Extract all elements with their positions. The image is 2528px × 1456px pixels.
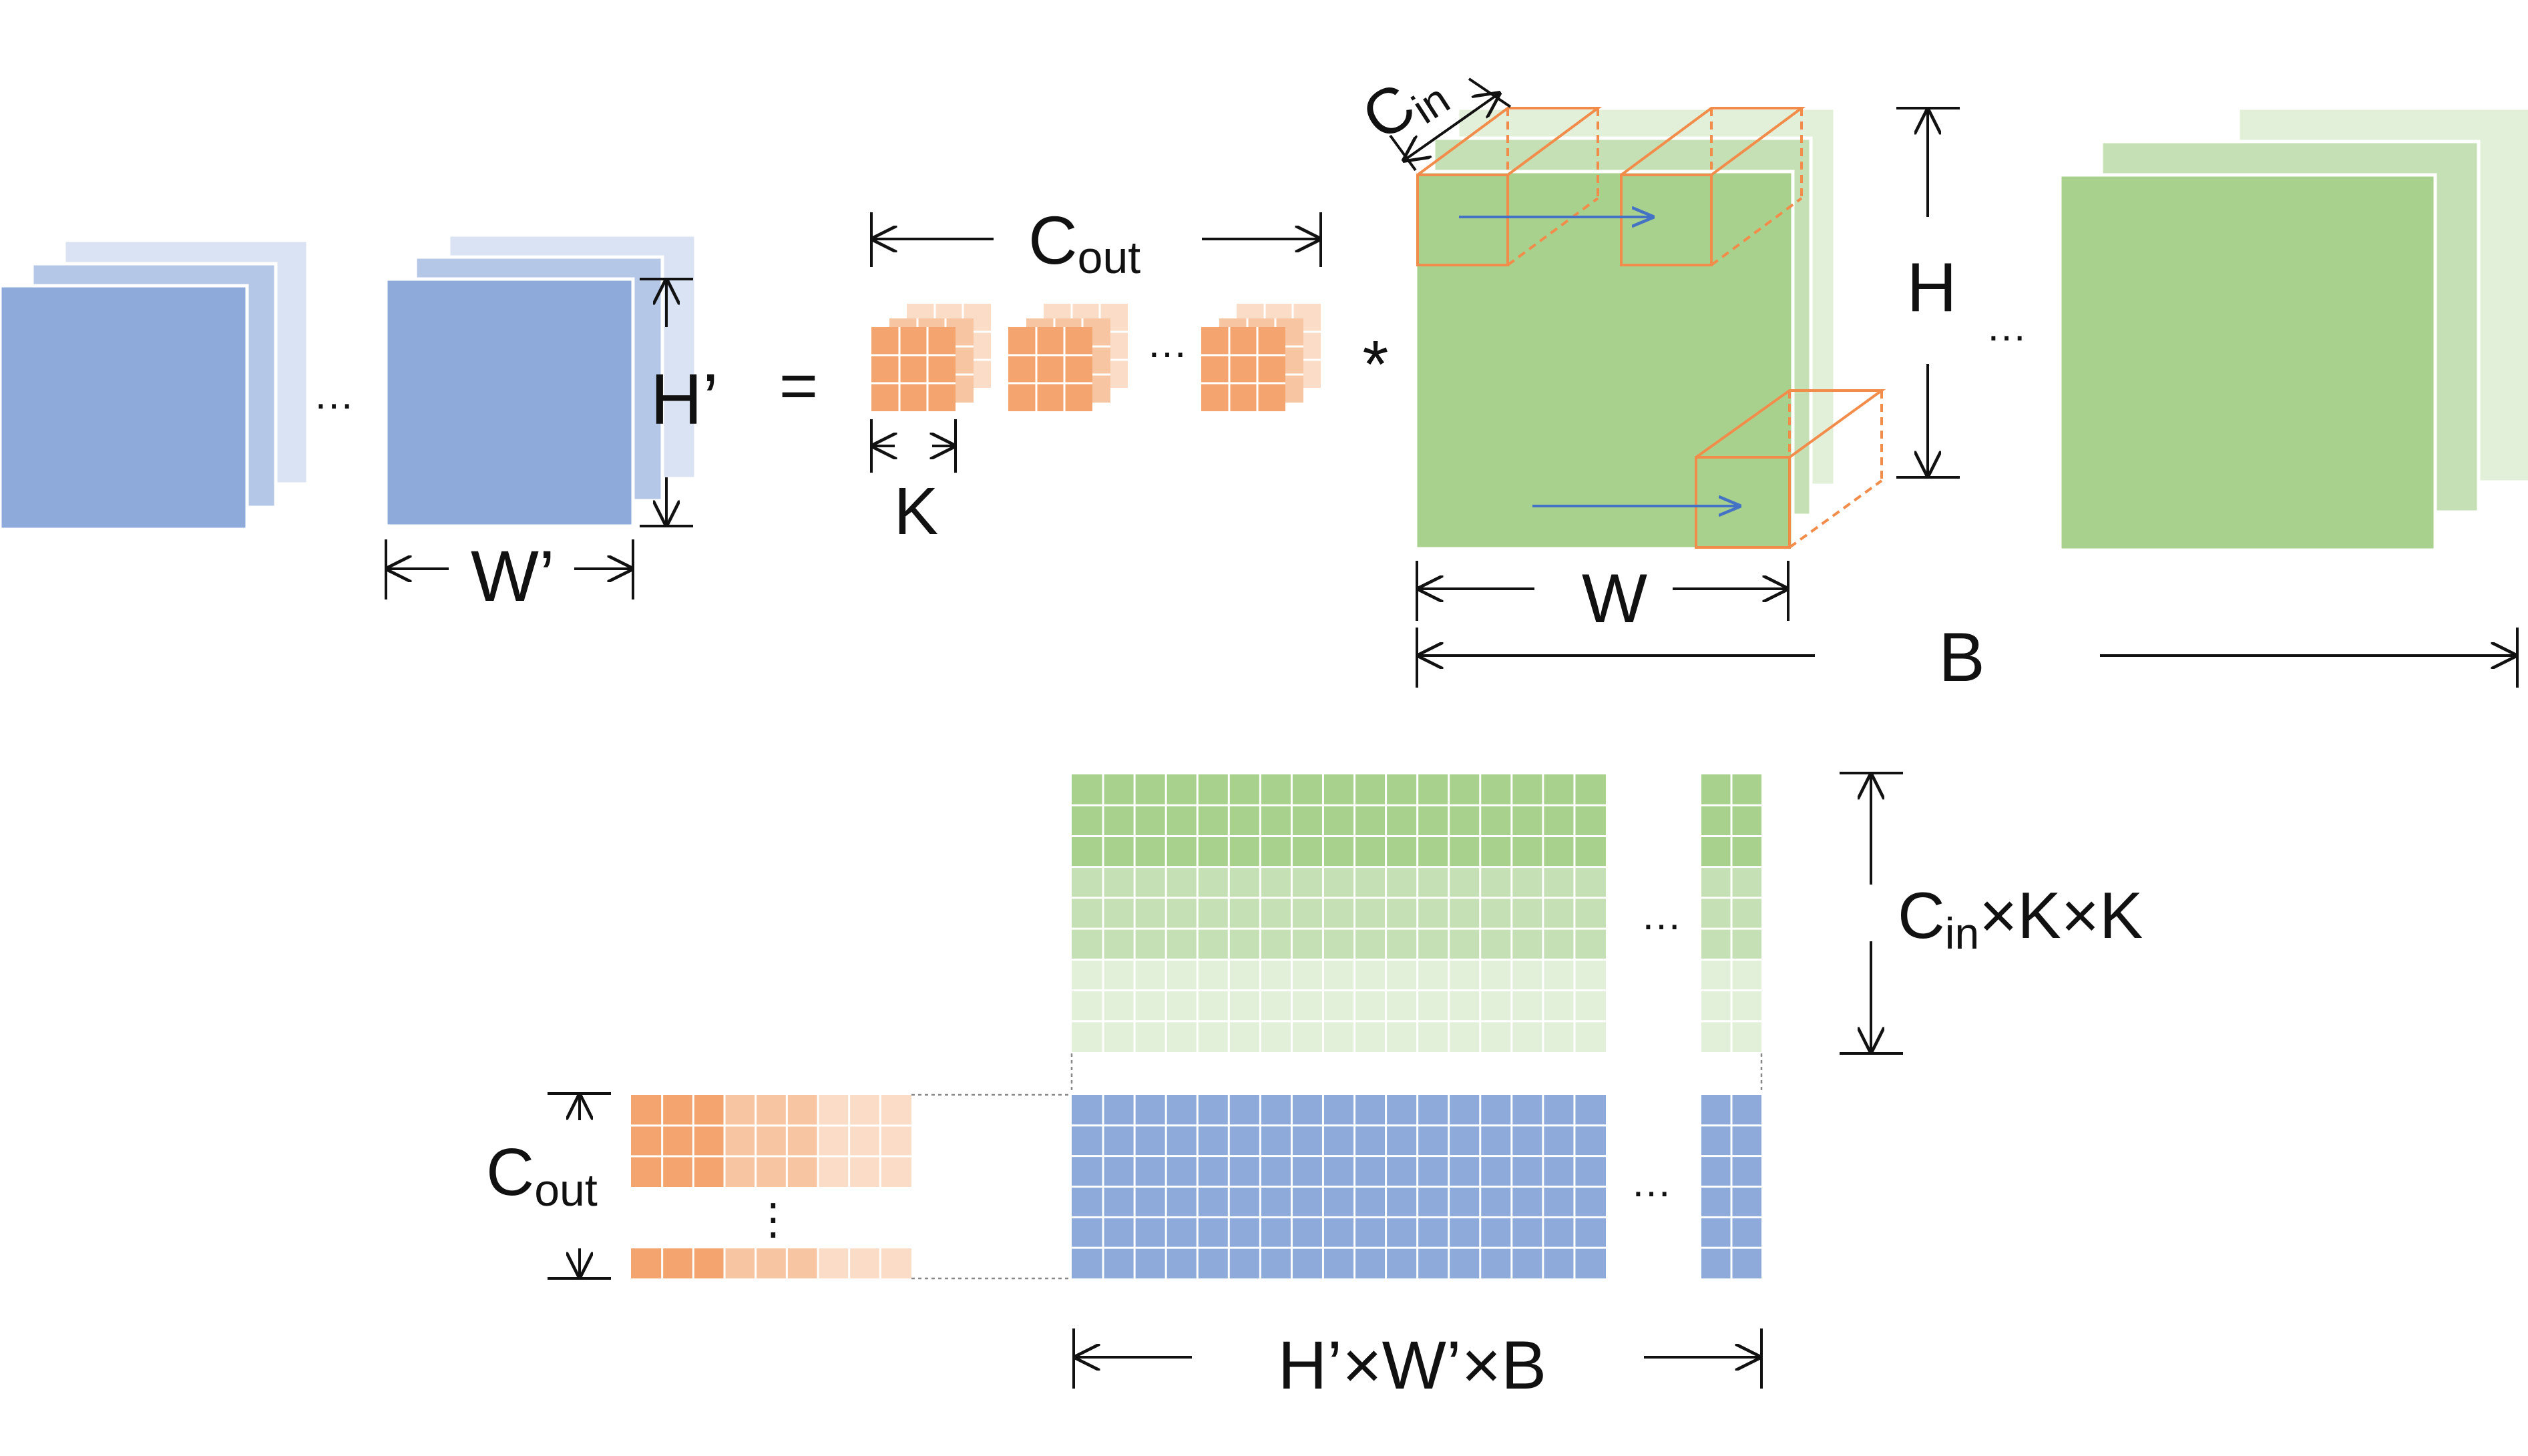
equals-sign: =: [779, 348, 818, 423]
filter-row-matrix: ⋮: [631, 1095, 911, 1278]
h-label: H: [1906, 249, 1956, 326]
grid-lines: [1701, 774, 1761, 1052]
c-in-dimension: [1389, 77, 1512, 172]
grid-lines: [631, 1095, 911, 1278]
output-map-stack-2: [384, 233, 698, 528]
filters-ellipsis: …: [1146, 320, 1188, 367]
c-out-top-dimension: [870, 212, 1322, 267]
output-matrix-ellipsis: …: [1631, 1160, 1672, 1206]
sliding-window-2: [1620, 107, 1806, 266]
w-prime-label: W’: [471, 535, 555, 616]
c-out-left-dimension: [548, 1092, 611, 1280]
filters: Cout …: [870, 202, 1322, 549]
c-out-top-label: Cout: [1028, 202, 1140, 283]
input-matrix-ellipsis: …: [1641, 893, 1682, 939]
w-prime-dimension: [385, 539, 634, 599]
hwb-label: H’×W’×B: [1278, 1327, 1546, 1403]
sliding-window-3: [1695, 389, 1886, 549]
cin-k-k-dimension: [1840, 772, 1903, 1055]
filter-kernel-3: [1201, 304, 1321, 411]
output-matrix: …: [1072, 1095, 1761, 1278]
grid-lines: [1701, 1095, 1761, 1278]
output-matrix-tail-grid: [1701, 1095, 1761, 1278]
cin-k-k-label: Cin×K×K: [1898, 879, 2143, 958]
hwb-dimension: [1072, 1328, 1763, 1389]
filter-matrix-vdots: ⋮: [752, 1195, 795, 1243]
input-maps-ellipsis: …: [1986, 304, 2027, 350]
grid-lines: [1072, 1095, 1606, 1278]
w-dimension: [1416, 561, 1789, 621]
filter-kernel-1: [871, 304, 991, 411]
output-maps-ellipsis: …: [313, 372, 355, 418]
k-label: K: [894, 474, 939, 549]
input-matrix-tail-grid: [1701, 774, 1761, 1052]
input-column-matrix: …: [1072, 774, 1761, 1052]
c-out-left-label: Cout: [486, 1135, 598, 1216]
b-dimension: [1416, 628, 2519, 688]
h-dimension: [1896, 107, 1960, 479]
dotted-guides: [911, 1053, 1763, 1280]
convolution-star: *: [1363, 327, 1389, 402]
output-map-stack-1: [0, 238, 310, 531]
h-prime-dimension: [640, 278, 693, 527]
filter-kernel-2: [1008, 304, 1128, 411]
input-map-stack-2: [2058, 106, 2528, 552]
filter-matrix-grid: [631, 1095, 911, 1278]
output-feature-maps: … H’ W’: [0, 233, 718, 616]
input-feature-maps: Cin H … W B: [1349, 69, 2528, 696]
w-label: W: [1582, 560, 1647, 638]
k-dimension: [870, 419, 957, 473]
h-prime-label: H’: [650, 358, 718, 439]
grid-lines: [1072, 774, 1606, 1052]
input-matrix-grid: [1072, 774, 1606, 1052]
output-matrix-grid: [1072, 1095, 1606, 1278]
b-label: B: [1938, 619, 1984, 696]
